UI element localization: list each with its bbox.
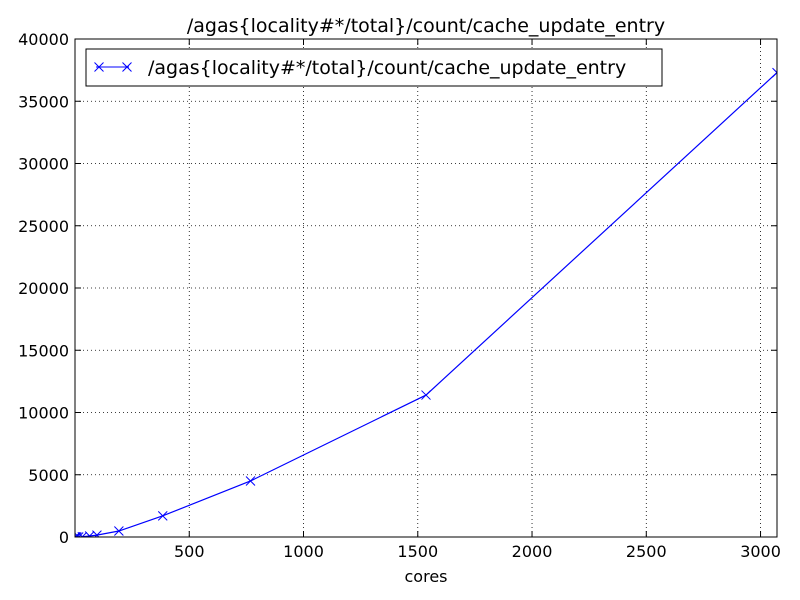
y-tick-label: 35000 (18, 92, 69, 111)
x-tick-label: 1000 (283, 542, 324, 561)
x-tick-label: 1500 (397, 542, 438, 561)
marker-stroke (157, 510, 168, 521)
data-point-marker (84, 531, 95, 537)
legend-marker-x (122, 62, 132, 72)
legend: /agas{locality#*/total}/count/cache_upda… (85, 48, 663, 87)
x-tick-label: 2500 (626, 542, 667, 561)
data-point-marker (157, 510, 168, 521)
y-tick-label: 30000 (18, 155, 69, 174)
marker-stroke (75, 532, 80, 537)
data-point-marker (421, 390, 431, 400)
marker-stroke (245, 476, 256, 486)
data-point-marker (245, 476, 256, 486)
y-tick-label: 5000 (28, 466, 69, 485)
marker-stroke (94, 62, 104, 72)
y-tick-label: 25000 (18, 217, 69, 236)
x-tick-label: 2000 (512, 542, 553, 561)
marker-stroke (87, 531, 95, 537)
marker-stroke (94, 530, 102, 537)
y-tick-label: 0 (59, 528, 69, 547)
x-tick-label: 3000 (740, 542, 781, 561)
y-tick-label: 20000 (18, 279, 69, 298)
y-tick-label: 40000 (18, 30, 69, 49)
marker-stroke (772, 71, 777, 78)
data-point-marker (75, 532, 84, 537)
marker-stroke (114, 526, 124, 536)
chart-title: /agas{locality#*/total}/count/cache_upda… (187, 15, 665, 37)
marker-stroke (421, 390, 431, 400)
data-point-marker (114, 526, 124, 536)
marker-stroke (772, 67, 777, 74)
y-tick-label: 15000 (18, 341, 69, 360)
legend-box (85, 48, 663, 87)
legend-entry-label: /agas{locality#*/total}/count/cache_upda… (148, 57, 626, 79)
x-axis-label: cores (405, 567, 448, 586)
y-tick-label: 10000 (18, 404, 69, 423)
data-point-marker (772, 67, 777, 78)
x-tick-label: 500 (174, 542, 205, 561)
data-point-marker (92, 530, 102, 537)
marker-stroke (77, 532, 84, 537)
legend-marker-x (94, 62, 104, 72)
legend-marker-icon (94, 62, 132, 72)
axis-ticks: 500 1000 1500 2000 2500 300005000100001500020… (18, 30, 781, 561)
marker-stroke (122, 62, 132, 72)
